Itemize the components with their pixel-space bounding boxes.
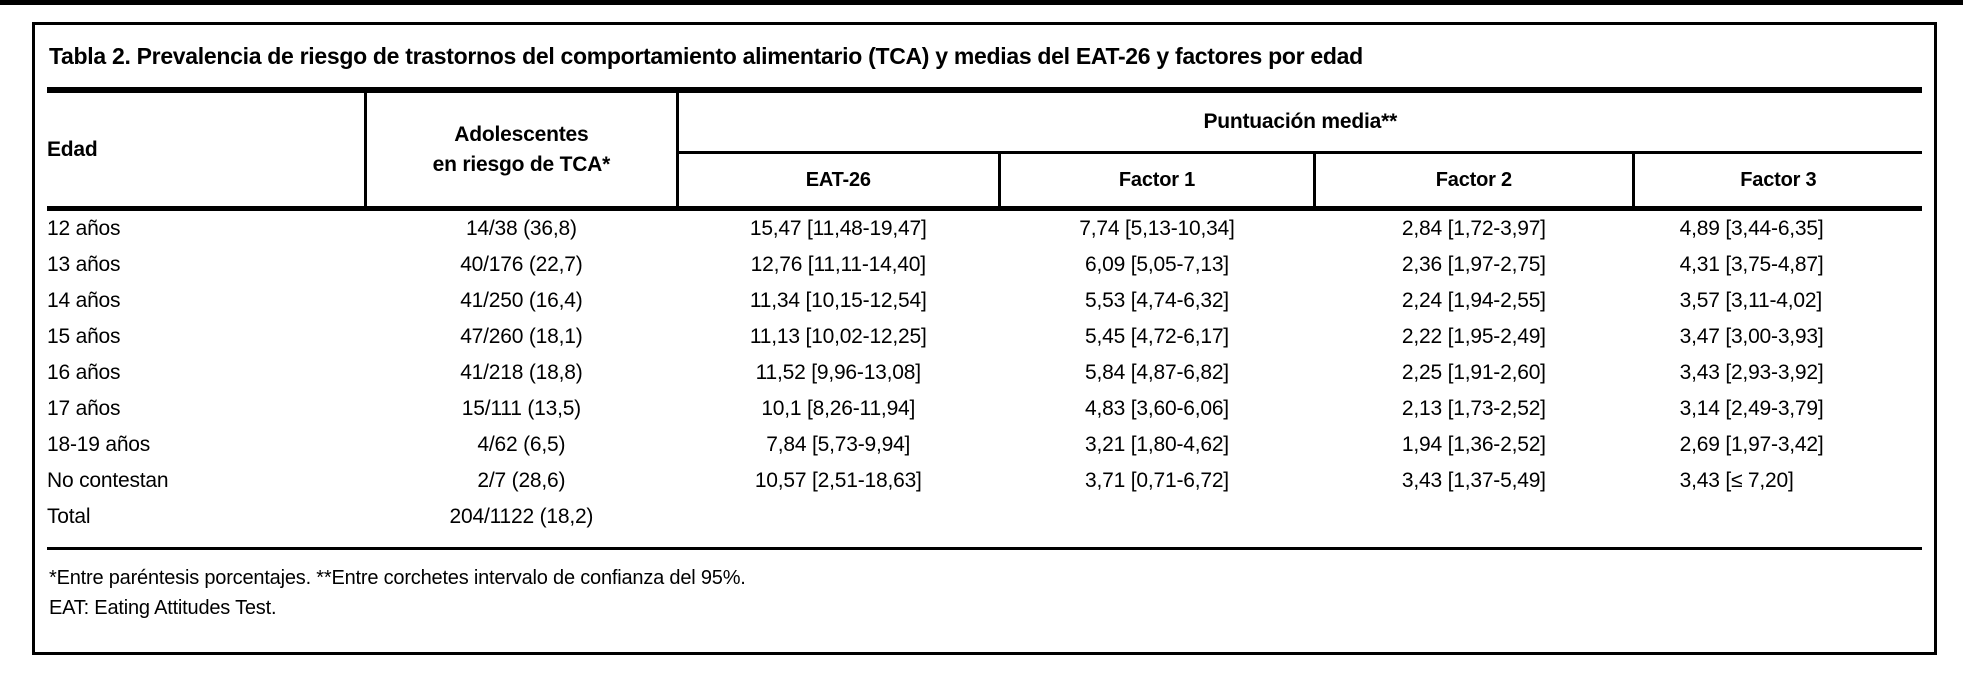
cell-eat26: [677, 499, 1000, 535]
cell-eat26: 11,13 [10,02-12,25]: [749, 325, 927, 348]
cell-riesgo: 4/62 (6,5): [477, 433, 566, 456]
cell-eat26: 15,47 [11,48-19,47]: [749, 217, 927, 240]
cell-edad: 14 años: [47, 289, 121, 312]
footnote-percentages-ci: *Entre paréntesis porcentajes. **Entre c…: [49, 567, 746, 589]
cell-factor1: 4,83 [3,60-6,06]: [1085, 397, 1229, 420]
cell-factor3-value: 4,31 [3,75-4,87]: [1679, 253, 1824, 276]
cell-factor3: 3,43 [2,93-3,92]: [1633, 355, 1922, 391]
cell-factor3-value: 3,43 [2,93-3,92]: [1679, 361, 1824, 384]
cell-eat26: 7,84 [5,73-9,94]: [766, 433, 911, 456]
cell-factor3: 4,31 [3,75-4,87]: [1633, 247, 1922, 283]
cell-edad: 18-19 años: [47, 433, 151, 456]
table-row-no-contestan: No contestan 2/7 (28,6) 10,57 [2,51-18,6…: [47, 463, 1922, 499]
cell-edad: 15 años: [47, 325, 121, 348]
header-edad: Edad: [47, 93, 368, 211]
header-adolescentes-line1: Adolescentes: [454, 122, 589, 146]
cell-factor3: 3,14 [2,49-3,79]: [1633, 391, 1922, 427]
table-row-13-anos: 13 años 40/176 (22,7) 12,76 [11,11-14,40…: [47, 247, 1922, 283]
cell-factor1: 3,21 [1,80-4,62]: [1085, 433, 1229, 456]
cell-riesgo: 41/218 (18,8): [460, 361, 583, 384]
footnote-eat-definition: EAT: Eating Attitudes Test.: [49, 597, 277, 619]
header-factor3: Factor 3: [1631, 152, 1922, 211]
table-row-12-anos: 12 años 14/38 (36,8) 15,47 [11,48-19,47]…: [47, 209, 1922, 248]
header-factor1: Factor 1: [998, 152, 1315, 211]
cell-factor3: 4,89 [3,44-6,35]: [1633, 209, 1922, 248]
cell-riesgo: 14/38 (36,8): [465, 217, 577, 240]
table-row-18-19-anos: 18-19 años 4/62 (6,5) 7,84 [5,73-9,94] 3…: [47, 427, 1922, 463]
cell-factor2: 2,84 [1,72-3,97]: [1401, 217, 1546, 240]
cell-factor3: 3,47 [3,00-3,93]: [1633, 319, 1922, 355]
cell-factor1: 5,84 [4,87-6,82]: [1085, 361, 1229, 384]
data-table: Edad Adolescentes en riesgo de TCA* Punt…: [47, 93, 1922, 535]
cell-factor2: 2,36 [1,97-2,75]: [1401, 253, 1546, 276]
cell-eat26: 11,34 [10,15-12,54]: [749, 289, 927, 312]
cell-eat26: 10,57 [2,51-18,63]: [754, 469, 922, 492]
cell-edad: 12 años: [47, 217, 121, 240]
cell-factor2: 2,13 [1,73-2,52]: [1401, 397, 1546, 420]
footnote-divider-rule: [47, 547, 1922, 550]
table-row-total: Total 204/1122 (18,2): [47, 499, 1922, 535]
header-adolescentes-line2: en riesgo de TCA*: [432, 152, 611, 176]
table-body: 12 años 14/38 (36,8) 15,47 [11,48-19,47]…: [47, 209, 1922, 536]
cell-factor3: 2,69 [1,97-3,42]: [1633, 427, 1922, 463]
cell-riesgo: 2/7 (28,6): [477, 469, 566, 492]
cell-factor1: 7,74 [5,13-10,34]: [1079, 217, 1235, 240]
cell-factor2: 2,24 [1,94-2,55]: [1401, 289, 1546, 312]
header-puntuacion-media: Puntuación media**: [677, 93, 1922, 154]
table-row-17-anos: 17 años 15/111 (13,5) 10,1 [8,26-11,94] …: [47, 391, 1922, 427]
cell-edad: Total: [47, 505, 91, 528]
page-top-rule: [0, 0, 1963, 5]
cell-factor2: 2,25 [1,91-2,60]: [1401, 361, 1546, 384]
cell-edad: 17 años: [47, 397, 121, 420]
cell-factor1: 6,09 [5,05-7,13]: [1085, 253, 1229, 276]
cell-factor2: 1,94 [1,36-2,52]: [1401, 433, 1546, 456]
table-row-14-anos: 14 años 41/250 (16,4) 11,34 [10,15-12,54…: [47, 283, 1922, 319]
cell-factor3: [1633, 499, 1922, 535]
cell-factor1: [1000, 499, 1315, 535]
header-factor2: Factor 2: [1312, 152, 1634, 211]
cell-riesgo: 15/111 (13,5): [461, 397, 581, 420]
table-title: Tabla 2. Prevalencia de riesgo de trasto…: [49, 43, 1363, 69]
cell-factor2: 3,43 [1,37-5,49]: [1401, 469, 1546, 492]
cell-eat26: 12,76 [11,11-14,40]: [750, 253, 926, 276]
cell-factor3-value: 2,69 [1,97-3,42]: [1679, 433, 1824, 456]
cell-factor2: 2,22 [1,95-2,49]: [1401, 325, 1546, 348]
header-eat26: EAT-26: [677, 152, 1000, 211]
cell-factor1: 3,71 [0,71-6,72]: [1085, 469, 1229, 492]
cell-factor1: 5,45 [4,72-6,17]: [1085, 325, 1229, 348]
cell-factor3-value: 3,43 [≤ 7,20]: [1679, 469, 1794, 492]
cell-factor3-value: 3,57 [3,11-4,02]: [1679, 289, 1823, 312]
footnotes: *Entre paréntesis porcentajes. **Entre c…: [49, 563, 1922, 623]
cell-eat26: 11,52 [9,96-13,08]: [755, 361, 922, 384]
cell-factor3-value: 3,14 [2,49-3,79]: [1679, 397, 1824, 420]
table-row-15-anos: 15 años 47/260 (18,1) 11,13 [10,02-12,25…: [47, 319, 1922, 355]
cell-riesgo: 47/260 (18,1): [460, 325, 583, 348]
cell-factor3-value: 3,47 [3,00-3,93]: [1679, 325, 1824, 348]
cell-riesgo: 41/250 (16,4): [460, 289, 583, 312]
cell-riesgo: 204/1122 (18,2): [449, 505, 594, 528]
cell-factor2: [1314, 499, 1633, 535]
title-divider-rule: [47, 87, 1922, 93]
cell-factor3: 3,43 [≤ 7,20]: [1633, 463, 1922, 499]
table-header: Edad Adolescentes en riesgo de TCA* Punt…: [47, 93, 1922, 211]
table-row-16-anos: 16 años 41/218 (18,8) 11,52 [9,96-13,08]…: [47, 355, 1922, 391]
cell-riesgo: 40/176 (22,7): [460, 253, 583, 276]
cell-edad: No contestan: [47, 469, 169, 492]
cell-edad: 16 años: [47, 361, 121, 384]
table-container: Tabla 2. Prevalencia de riesgo de trasto…: [32, 22, 1937, 655]
cell-edad: 13 años: [47, 253, 121, 276]
cell-eat26: 10,1 [8,26-11,94]: [761, 397, 916, 420]
cell-factor3: 3,57 [3,11-4,02]: [1633, 283, 1922, 319]
cell-factor1: 5,53 [4,74-6,32]: [1085, 289, 1229, 312]
header-adolescentes-riesgo: Adolescentes en riesgo de TCA*: [365, 93, 679, 211]
cell-factor3-value: 4,89 [3,44-6,35]: [1679, 217, 1824, 240]
